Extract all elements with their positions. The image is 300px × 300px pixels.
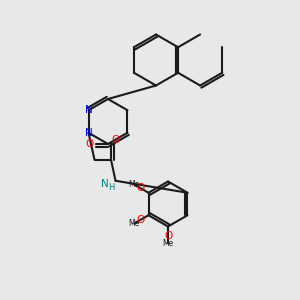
Text: O: O xyxy=(164,231,172,241)
Text: N: N xyxy=(85,105,92,115)
Text: O: O xyxy=(111,135,120,145)
Text: Me: Me xyxy=(162,238,174,247)
Text: O: O xyxy=(85,139,94,149)
Text: O: O xyxy=(136,215,145,225)
Text: H: H xyxy=(108,183,115,192)
Text: Me: Me xyxy=(129,219,140,228)
Text: N: N xyxy=(101,179,109,189)
Text: N: N xyxy=(85,128,92,138)
Text: O: O xyxy=(136,183,145,193)
Text: Me: Me xyxy=(129,180,140,189)
